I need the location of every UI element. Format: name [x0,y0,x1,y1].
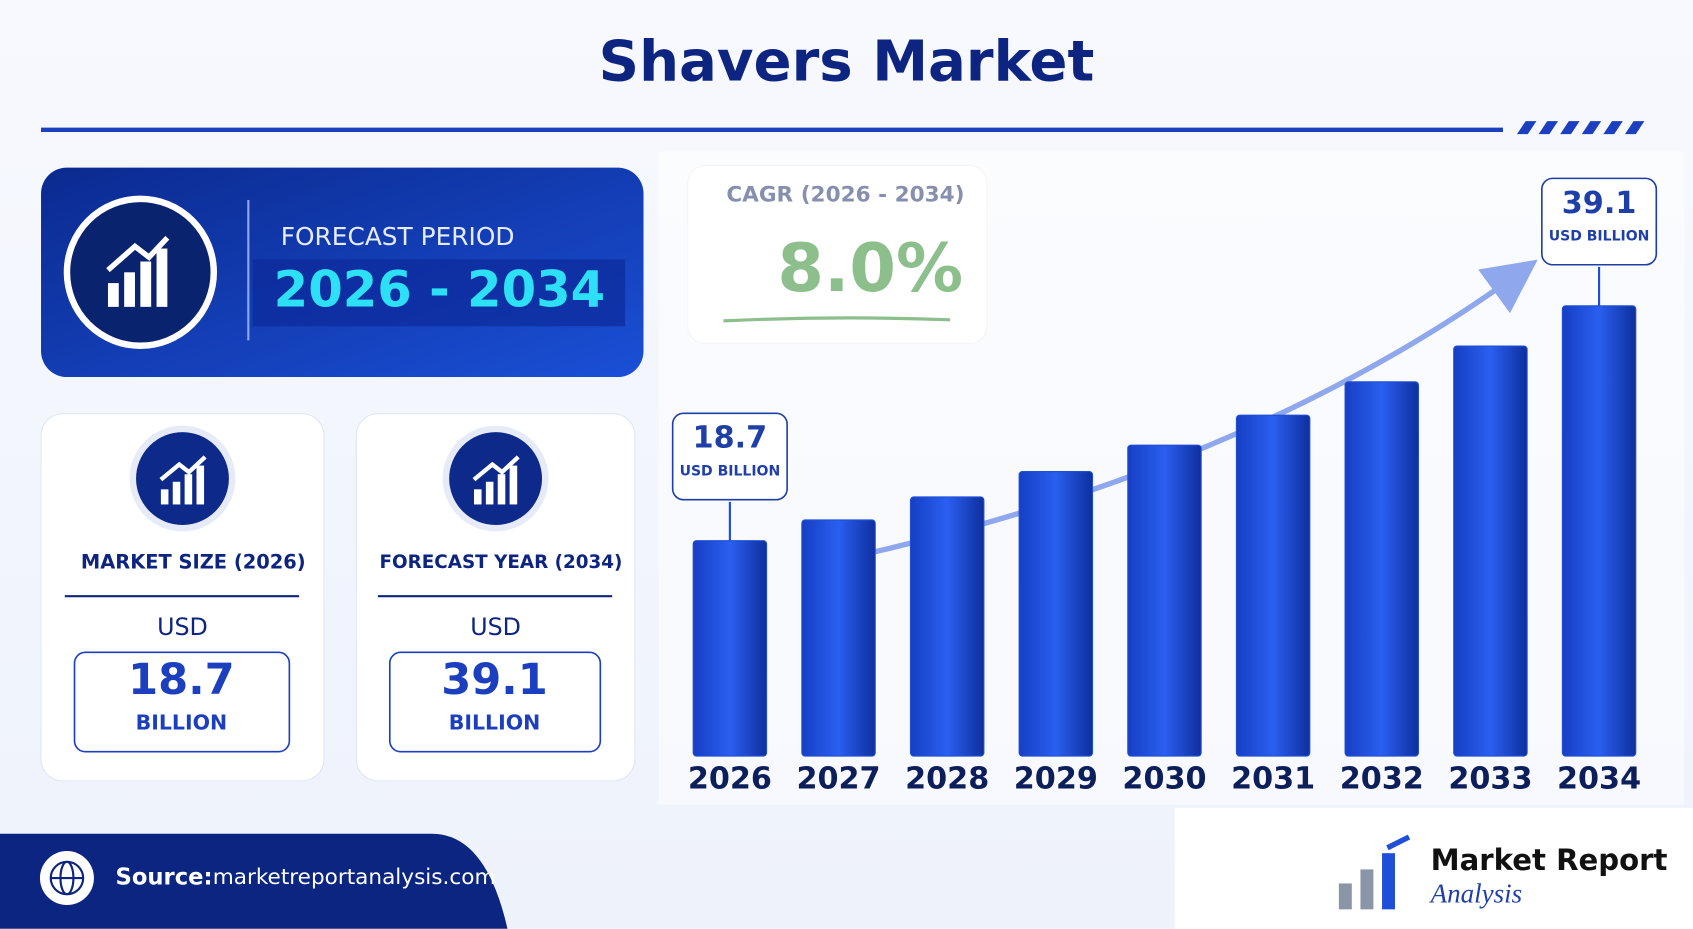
bar-chart: 2026 18.7 USD BILLION 2027 2028 2029 2030 2031 2… [658,151,1685,805]
bar [909,496,985,757]
x-tick-label: 2026 [688,761,772,796]
bar [1018,471,1094,757]
x-tick-label: 2031 [1231,761,1315,796]
callout-box [1541,177,1658,266]
data-label: 39.1 [1562,186,1637,221]
data-label-unit: USD BILLION [680,464,781,480]
forecast-year-card: FORECAST YEAR (2034) USD 39.1 BILLION [355,413,636,782]
logo-bottom: Analysis [1429,879,1522,909]
card-currency: USD [157,613,208,641]
bar [1344,381,1420,757]
data-label-unit: USD BILLION [1549,229,1650,245]
card-icon [129,425,236,532]
card-unit: BILLION [136,711,228,735]
card-icon-bars [159,455,207,505]
bar [1561,305,1637,757]
logo-icon [1338,834,1411,910]
x-tick-label: 2033 [1448,761,1532,796]
x-tick-label: 2034 [1557,761,1641,796]
logo-top: Market Report [1431,843,1668,877]
forecast-value-bg [252,259,626,327]
bar [1235,414,1311,757]
callout-box [671,412,788,501]
market-size-card: MARKET SIZE (2026) USD 18.7 BILLION [40,413,325,782]
card-value-box [388,651,602,753]
logo-bg [1174,807,1693,929]
card-label: MARKET SIZE (2026) [81,550,306,573]
bar [1127,444,1202,757]
card-label: FORECAST YEAR (2034) [380,552,623,573]
x-tick-label: 2027 [796,761,880,796]
card-icon-bars [472,455,520,505]
card-value: 18.7 [128,655,235,705]
globe-lines [49,860,85,896]
x-tick-label: 2028 [905,761,989,796]
bar [1453,345,1528,757]
footer-band [0,833,508,929]
card-icon [442,425,549,532]
data-label: 18.7 [693,421,768,456]
title: Shavers Market [599,30,1095,95]
x-tick-label: 2030 [1122,761,1206,796]
source-label: Source: [116,865,213,891]
card-unit: BILLION [449,711,541,735]
forecast-value: 2026 - 2034 [274,260,606,318]
card-value-box [73,651,291,753]
card-value: 39.1 [441,655,548,705]
bar [692,540,768,757]
bar [801,519,876,757]
card-currency: USD [470,613,521,641]
growth-icon [106,235,170,307]
forecast-label: FORECAST PERIOD [281,222,515,251]
source-url: marketreportanalysis.com [213,865,496,890]
divider-stripes [1517,121,1645,135]
x-tick-label: 2029 [1014,761,1098,796]
x-tick-label: 2032 [1340,761,1424,796]
